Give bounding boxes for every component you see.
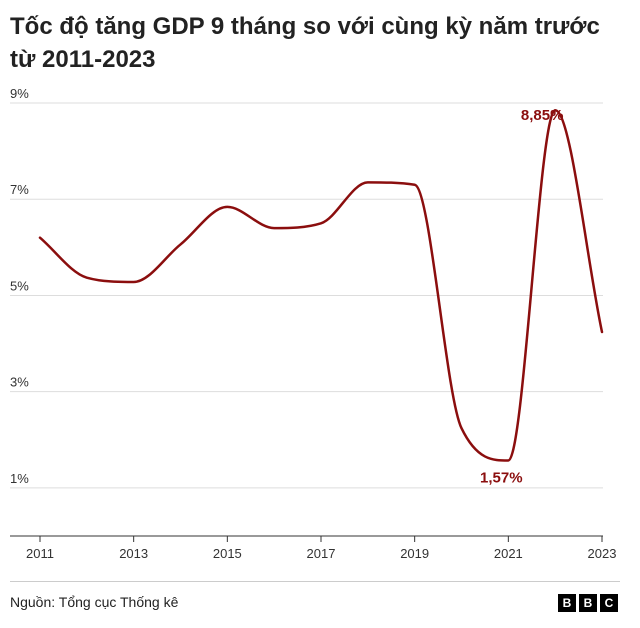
series-line bbox=[38, 108, 604, 462]
y-tick-label: 1% bbox=[10, 471, 29, 486]
bbc-logo: B B C bbox=[558, 594, 618, 612]
x-axis: 2011 2013 2015 2017 2019 2021 2023 bbox=[10, 535, 617, 561]
data-label: 8,85% bbox=[521, 107, 564, 124]
source-text: Nguồn: Tổng cục Thống kê bbox=[10, 594, 179, 610]
x-tick-label: 2013 bbox=[119, 546, 148, 561]
bbc-logo-letter: B bbox=[558, 594, 576, 612]
data-label: 1,57% bbox=[480, 469, 523, 486]
x-tick-label: 2015 bbox=[213, 546, 242, 561]
x-tick-label: 2021 bbox=[494, 546, 523, 561]
x-tick-label: 2017 bbox=[307, 546, 336, 561]
y-tick-label: 3% bbox=[10, 375, 29, 390]
bbc-logo-letter: B bbox=[579, 594, 597, 612]
y-tick-label: 7% bbox=[10, 182, 29, 197]
x-tick-label: 2023 bbox=[588, 546, 617, 561]
footer-divider bbox=[10, 581, 620, 582]
grid-lines bbox=[10, 102, 603, 489]
series-lines bbox=[38, 108, 604, 462]
x-tick-label: 2011 bbox=[26, 546, 54, 561]
y-tick-label: 5% bbox=[10, 278, 29, 293]
bbc-logo-letter: C bbox=[600, 594, 618, 612]
y-axis-ticks: 1% 3% 5% 7% 9% bbox=[10, 86, 29, 486]
line-chart: 1%3%5%7%9% 2011 2013 2015 2017 2019 2021 2023 … bbox=[10, 86, 617, 561]
x-tick-label: 2019 bbox=[400, 546, 429, 561]
chart-title: Tốc độ tăng GDP 9 tháng so với cùng kỳ n… bbox=[10, 13, 600, 73]
y-tick-label: 9% bbox=[10, 86, 29, 101]
data-labels: 1,57% 8,85% bbox=[480, 107, 563, 486]
